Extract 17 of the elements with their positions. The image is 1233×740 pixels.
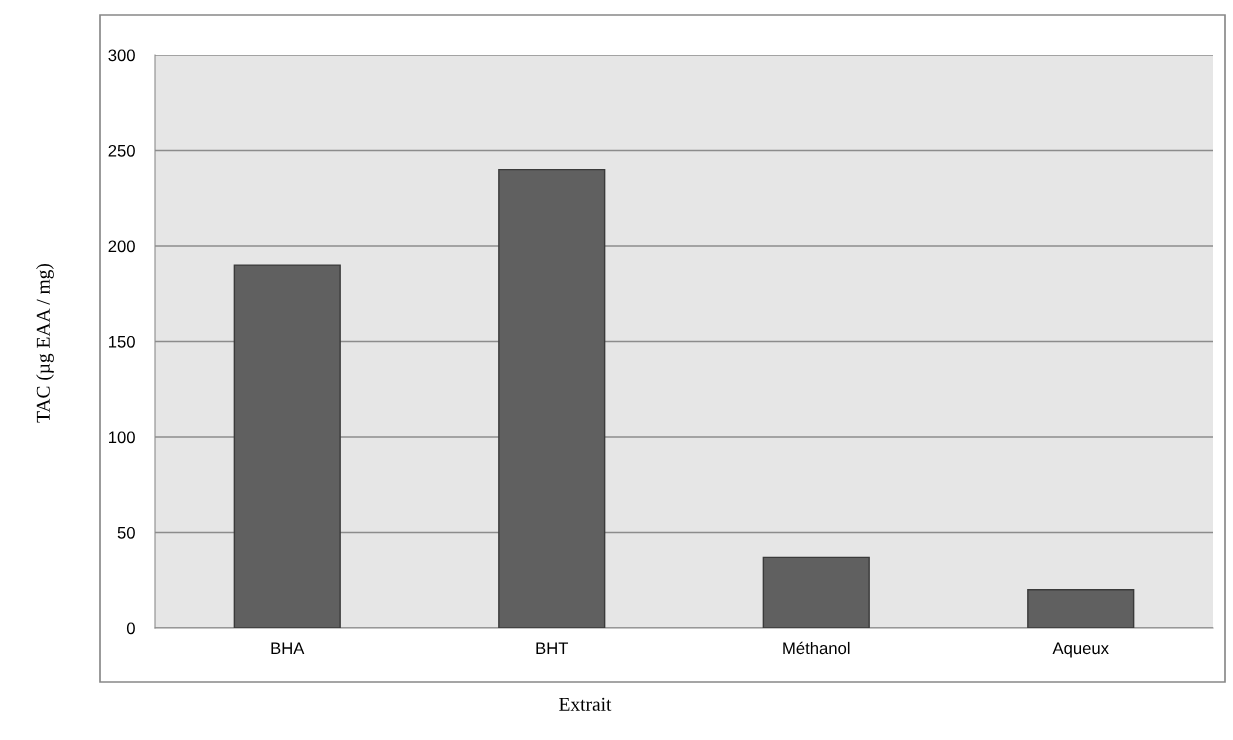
y-tick-label: 50 [117,526,135,539]
bar [233,264,341,628]
x-tick-label: Méthanol [783,641,850,655]
bar [498,168,606,628]
y-tick-label: 300 [108,49,135,62]
x-tick-label: Aqueux [1052,642,1109,658]
y-tick-label: 200 [108,240,135,253]
y-tick-label: 0 [126,622,135,635]
x-tick-label: BHT [536,642,569,654]
x-axis-title: Extrait [559,697,612,711]
bar [762,556,870,628]
y-axis-title: TAC (µg EAA / mg) [36,263,54,423]
bar [1027,589,1135,628]
y-tick-label: 250 [108,144,135,157]
y-tick-label: 100 [109,431,135,444]
x-tick-label: BHA [271,642,305,654]
y-tick-label: 150 [109,335,135,348]
